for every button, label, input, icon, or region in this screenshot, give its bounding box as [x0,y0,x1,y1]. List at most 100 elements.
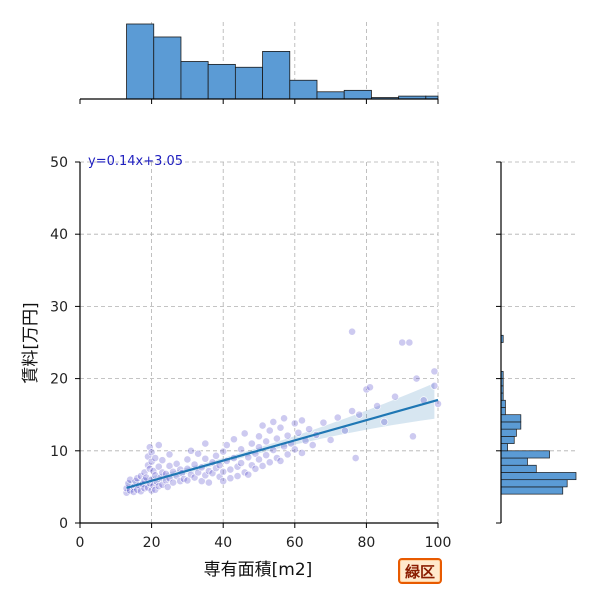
scatter-point [140,468,149,477]
y-tick-label: 30 [50,299,68,315]
scatter-point [272,434,281,443]
scatter-point [163,482,172,491]
scatter-point [430,367,439,376]
scatter-point [283,431,292,440]
scatter-point [237,459,245,467]
right-histogram-panel [496,161,578,524]
scatter-point [187,446,195,455]
top-histogram-bar [207,63,236,100]
x-axis-label: 専有面積[m2] [204,560,313,580]
scatter-point [154,441,163,449]
y-tick-label: 20 [50,372,68,388]
main-scatter-panel: 0 20 40 60 80 100 0 10 20 30 40 50 y=0.14x+3.05 専有… [21,154,451,580]
scatter-point [262,451,271,460]
scatter-point [276,457,285,465]
y-axis-label: 賃料[万円] [21,302,41,383]
ward-badge: 緑区 [398,558,442,584]
scatter-point [151,454,160,462]
scatter-point [237,445,245,454]
scatter-point [391,392,399,401]
scatter-point [366,383,374,392]
right-histogram-bar [500,479,568,488]
scatter-point [305,425,314,434]
scatter-point [255,455,263,464]
scatter-point [149,467,158,475]
scatter-point [165,450,174,459]
y-tick-label: 10 [50,444,68,460]
top-histogram-bar [316,91,345,100]
right-histogram-bar [500,450,550,459]
scatter-point [265,426,274,435]
scatter-point [355,410,364,419]
scatter-point [283,450,292,459]
scatter-point [169,478,177,487]
scatter-point [244,470,253,479]
scatter-point [183,455,192,464]
scatter-point [430,381,439,390]
scatter-point [290,419,299,428]
right-histogram-bar [500,414,522,423]
top-histogram-bar [180,61,209,100]
top-histogram-panel [79,22,439,104]
scatter-point [258,421,267,430]
scatter-point [405,338,414,347]
scatter-point [240,429,249,438]
scatter-point [212,451,220,460]
scatter-point [201,439,210,448]
top-histogram-bar [153,36,182,100]
scatter-point [172,459,181,468]
scatter-point [145,443,154,452]
right-histogram-bar [500,443,508,452]
scatter-point [412,374,421,383]
x-tick-label: 80 [357,535,375,551]
scatter-point [351,454,360,462]
right-histogram-bar [500,472,577,481]
scatter-point [280,414,288,423]
x-tick-label: 0 [76,535,85,551]
scatter-point [233,472,242,480]
right-histogram-bar [500,428,517,437]
scatter-point [398,338,407,347]
scatter-point [226,465,235,474]
scatter-point [226,474,235,483]
scatter-point [165,462,174,470]
right-histogram-bar [500,399,506,408]
scatter-point [333,413,342,422]
right-histogram-bar [500,486,564,495]
scatter-point [251,464,260,473]
x-tick-label: 100 [425,535,452,551]
right-histogram-bar [500,407,506,416]
x-tick-label: 40 [214,535,232,551]
scatter-point [204,478,213,487]
top-histogram-bar [343,89,372,100]
y-tick-label: 0 [59,516,68,532]
scatter-point [380,418,389,426]
regression-line [126,398,439,489]
top-histogram-bar [289,79,318,100]
right-histogram-bar [500,436,515,444]
scatter-point [201,454,210,463]
scatter-point [194,449,203,458]
scatter-point [262,437,271,446]
scatter-point [265,458,274,467]
scatter-point [247,439,256,448]
scatter-point [341,426,349,435]
scatter-point [348,407,356,415]
scatter-point [158,456,167,465]
regression-equation: y=0.14x+3.05 [88,154,183,169]
right-histogram-bar [500,464,537,473]
scatter-point [276,423,285,432]
right-histogram-bar [500,457,528,466]
top-histogram-bar [234,66,263,100]
top-histogram-bar [126,23,155,100]
scatter-point [258,462,267,470]
scatter-point [230,435,238,444]
scatter-point [348,327,356,336]
scatter-point [409,432,417,441]
scatter-point [298,449,306,457]
top-histogram-bar [262,51,291,100]
scatter-point [183,476,192,485]
scatter-point [294,428,303,437]
scatter-point [154,462,163,471]
